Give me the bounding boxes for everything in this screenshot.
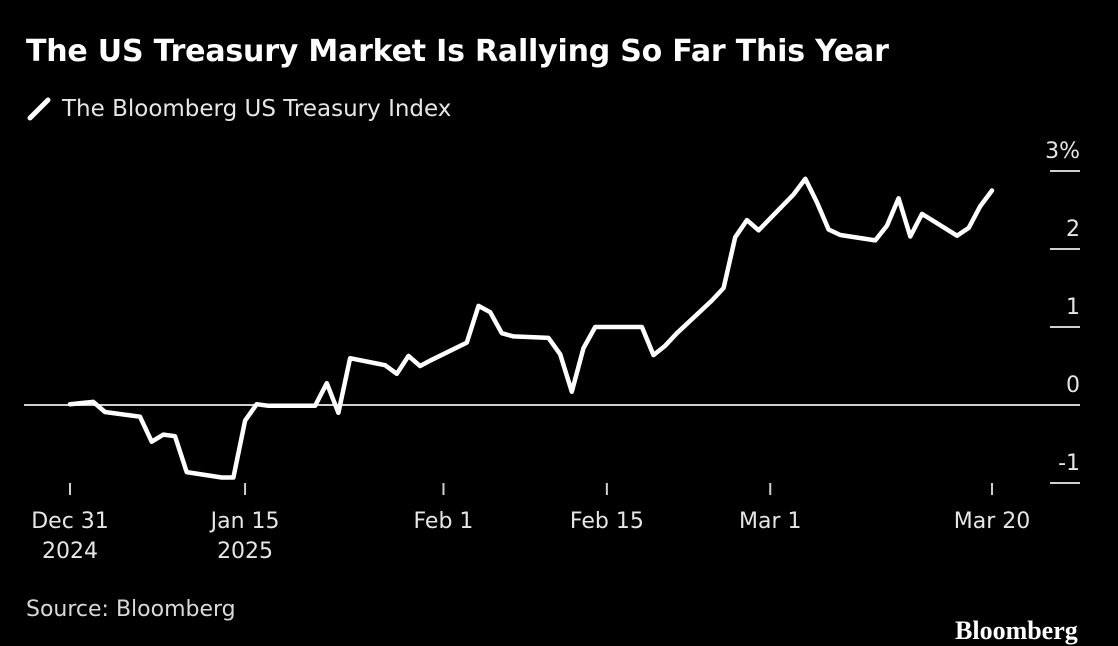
x-tick-label-year: 2025 [217,539,273,564]
line-chart: 3% 2 1 0 -1 Dec 31 2024 Jan 15 2025 Feb 1 Feb 15 Ma… [24,139,1080,564]
x-tick-label: Jan 15 [209,509,280,534]
legend: The Bloomberg US Treasury Index [26,96,451,122]
x-tick-label: Mar 1 [739,509,802,534]
y-tick-label: -1 [1058,451,1080,476]
y-tick-label: 2 [1066,217,1080,242]
y-tick-label: 1 [1066,295,1080,320]
source-note: Source: Bloomberg [26,597,236,622]
x-tick-label-year: 2024 [42,539,98,564]
x-tick-label: Mar 20 [954,509,1031,534]
legend-swatch-icon [27,97,51,121]
x-tick-label: Feb 1 [413,509,473,534]
bloomberg-logo: Bloomberg [955,616,1078,645]
y-tick-label: 0 [1066,373,1080,398]
y-tick-label: 3% [1045,139,1080,164]
legend-label: The Bloomberg US Treasury Index [62,96,452,122]
x-tick-label: Dec 31 [31,509,109,534]
series-line-treasury-index [67,176,995,480]
x-tick-label: Feb 15 [570,509,644,534]
chart-title: The US Treasury Market Is Rallying So Fa… [26,34,889,69]
